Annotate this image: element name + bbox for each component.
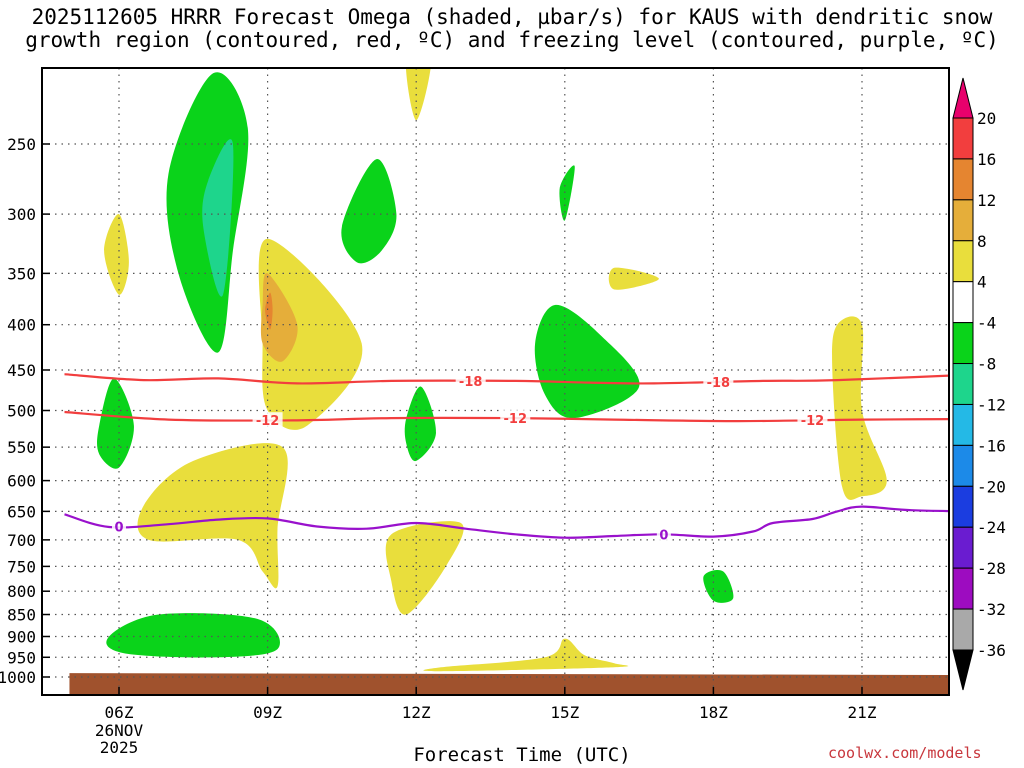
- colorbar: 20 16 12 8 4 -4 -8 -12 -16 -20 -24 -28 -32 -36: [952, 77, 1006, 691]
- colorbar-label: -20: [977, 477, 1006, 496]
- omega-region: [202, 139, 234, 297]
- colorbar-swatch: [952, 444, 974, 487]
- x-tick-label: 06Z: [105, 703, 134, 722]
- contour-label: 0: [659, 528, 668, 543]
- credit-text: coolwx.com/models: [828, 744, 982, 762]
- colorbar-swatch: [952, 485, 974, 528]
- colorbar-swatch: [952, 117, 974, 160]
- x-tick-label: 21Z: [848, 703, 877, 722]
- x-tick-label: 15Z: [550, 703, 579, 722]
- contour-label-bg: [500, 410, 531, 427]
- colorbar-max-arrow: [952, 77, 974, 119]
- contour-label: -18: [459, 375, 483, 390]
- y-tick-label: 400: [7, 316, 36, 335]
- chart-title: 2025112605 HRRR Forecast Omega (shaded, …: [0, 6, 1024, 52]
- omega-region: [341, 159, 397, 264]
- colorbar-swatch: [952, 608, 974, 651]
- x-tick-label: 09Z: [253, 703, 282, 722]
- omega-region: [832, 316, 887, 500]
- x-tick-label: 18Z: [699, 703, 728, 722]
- colorbar-label: 20: [977, 109, 996, 128]
- contour-label: -12: [504, 412, 528, 427]
- colorbar-swatch: [952, 199, 974, 242]
- contour-label-bg: [455, 372, 486, 389]
- y-tick-label: 350: [7, 264, 36, 283]
- x-tick-sublabel: 26NOV: [95, 721, 144, 740]
- colorbar-label: -24: [977, 518, 1006, 537]
- colorbar-label: 16: [977, 150, 996, 169]
- colorbar-label: -4: [977, 314, 996, 333]
- y-tick-label: 950: [7, 648, 36, 667]
- contour-label: 0: [114, 521, 123, 536]
- omega-region: [534, 304, 640, 419]
- y-tick-label: 800: [7, 582, 36, 601]
- y-tick-label: 550: [7, 438, 36, 457]
- colorbar-label: 8: [977, 232, 987, 251]
- omega-region: [404, 386, 437, 462]
- omega-region: [106, 613, 280, 658]
- colorbar-swatch: [952, 158, 974, 201]
- colorbar-swatch: [952, 526, 974, 569]
- colorbar-label: -32: [977, 600, 1006, 619]
- contour-label: -18: [707, 376, 731, 391]
- x-tick-label: 12Z: [402, 703, 431, 722]
- omega-region: [423, 638, 629, 672]
- contour-line: [64, 505, 949, 539]
- colorbar-swatch: [952, 281, 974, 324]
- terrain: [69, 673, 949, 695]
- y-tick-label: 700: [7, 531, 36, 550]
- colorbar-swatch: [952, 363, 974, 405]
- colorbar-swatch: [952, 567, 974, 610]
- colorbar-swatch: [952, 240, 974, 283]
- y-tick-label: 300: [7, 205, 36, 224]
- omega-region: [137, 443, 288, 589]
- y-tick-label: 750: [7, 557, 36, 576]
- contour-lines: -18 -18 -12 -12 -12 0 0: [64, 372, 949, 543]
- omega-region: [608, 267, 659, 290]
- x-tick-sublabel: 2025: [100, 738, 139, 757]
- title-line-1: 2025112605 HRRR Forecast Omega (shaded, …: [31, 5, 993, 29]
- y-axis-ticks: 250 300 350 400 450 500 550 600 650 700 750 800 850 9…: [0, 135, 50, 687]
- omega-region: [385, 521, 464, 615]
- contour-label: -12: [256, 414, 280, 429]
- omega-region: [265, 292, 273, 330]
- colorbar-label: -16: [977, 436, 1006, 455]
- colorbar-swatch: [952, 322, 974, 365]
- omega-region: [104, 213, 129, 295]
- x-axis-title: Forecast Time (UTC): [413, 744, 631, 766]
- contour-label: -12: [801, 414, 825, 429]
- y-tick-label: 500: [7, 402, 36, 421]
- title-line-2: growth region (contoured, red, ºC) and f…: [25, 28, 999, 52]
- contour-label-bg: [656, 526, 671, 543]
- colorbar-min-arrow: [952, 649, 974, 691]
- colorbar-label: -28: [977, 559, 1006, 578]
- omega-region: [406, 68, 431, 121]
- colorbar-swatch: [952, 403, 974, 446]
- y-tick-label: 850: [7, 606, 36, 625]
- y-tick-label: 650: [7, 502, 36, 521]
- y-tick-label: 450: [7, 361, 36, 380]
- terrain-fill: [69, 673, 949, 695]
- contour-label-bg: [703, 373, 734, 390]
- omega-region: [559, 165, 575, 221]
- colorbar-label: -8: [977, 355, 996, 374]
- colorbar-label: -12: [977, 395, 1006, 414]
- omega-region: [97, 378, 134, 469]
- y-tick-label: 600: [7, 472, 36, 491]
- colorbar-label: -36: [977, 641, 1006, 660]
- y-tick-label: 250: [7, 135, 36, 154]
- colorbar-label: 12: [977, 191, 996, 210]
- contour-label-bg: [252, 412, 283, 429]
- contour-line: [64, 373, 949, 385]
- contour-label-bg: [797, 412, 828, 429]
- contour-label-bg: [112, 518, 126, 535]
- colorbar-label: 4: [977, 273, 987, 292]
- y-tick-label: 900: [7, 627, 36, 646]
- plot-frame: [41, 67, 950, 696]
- omega-region: [703, 570, 734, 603]
- y-tick-label: 1000: [0, 668, 36, 687]
